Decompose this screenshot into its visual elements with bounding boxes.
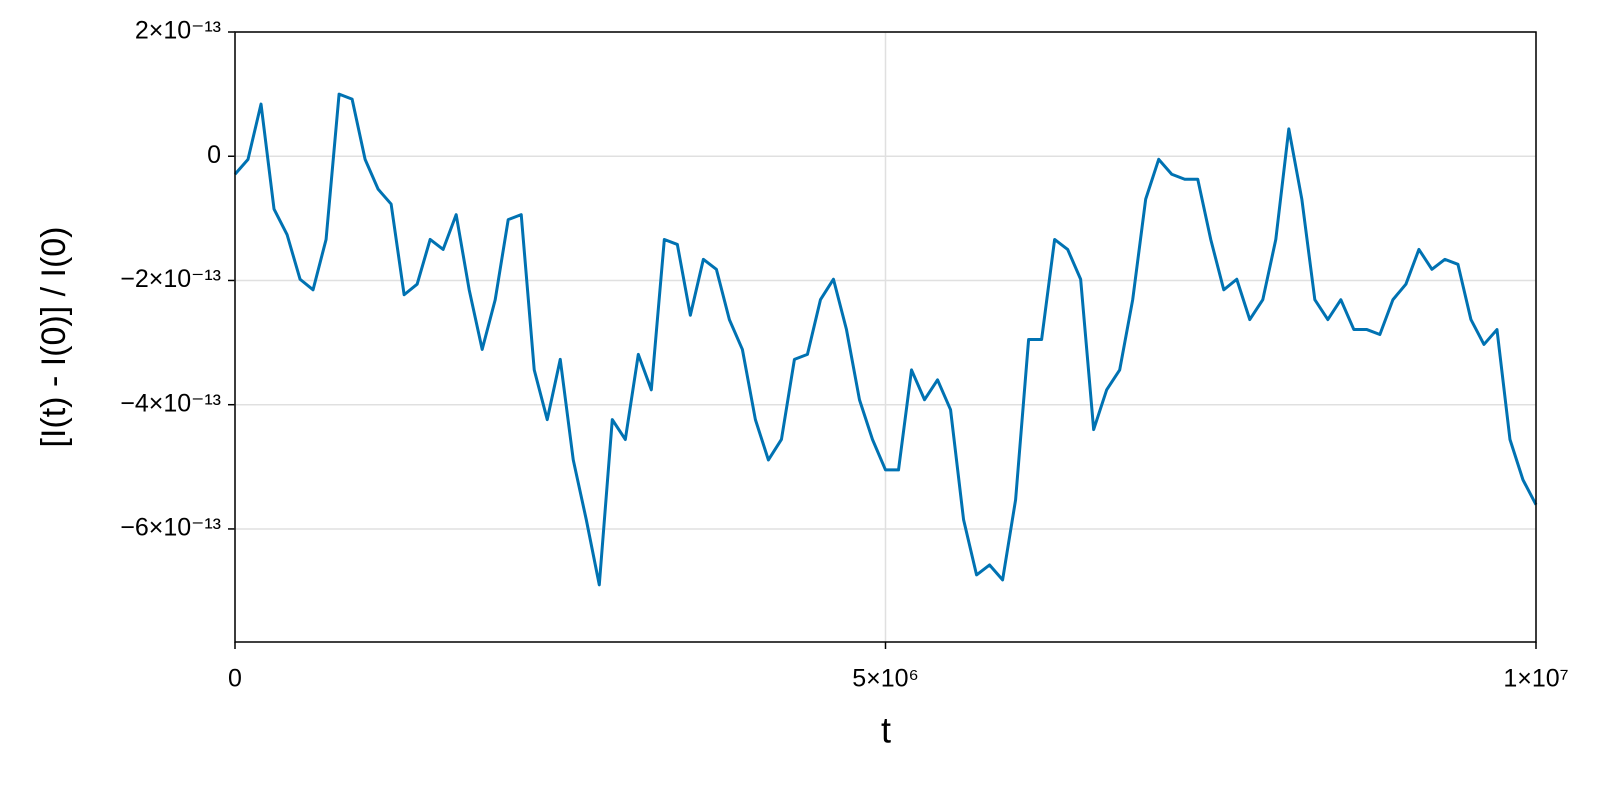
y-tick-label: −6×10⁻¹³ xyxy=(120,514,221,542)
y-tick-label: 0 xyxy=(207,141,221,169)
x-tick-label: 0 xyxy=(228,665,242,693)
y-tick-label: −2×10⁻¹³ xyxy=(120,265,221,293)
y-tick-label: −4×10⁻¹³ xyxy=(120,389,221,417)
plot-frame xyxy=(234,31,1537,643)
x-tick-label: 5×10⁶ xyxy=(852,665,919,693)
data-line xyxy=(233,92,1538,587)
x-axis-label: t xyxy=(881,710,891,751)
x-tick-label: 1×10⁷ xyxy=(1503,665,1568,693)
y-axis-label: [I(t) - I(0)] / I(0) xyxy=(35,227,73,448)
y-tick-label: 2×10⁻¹³ xyxy=(135,17,221,45)
